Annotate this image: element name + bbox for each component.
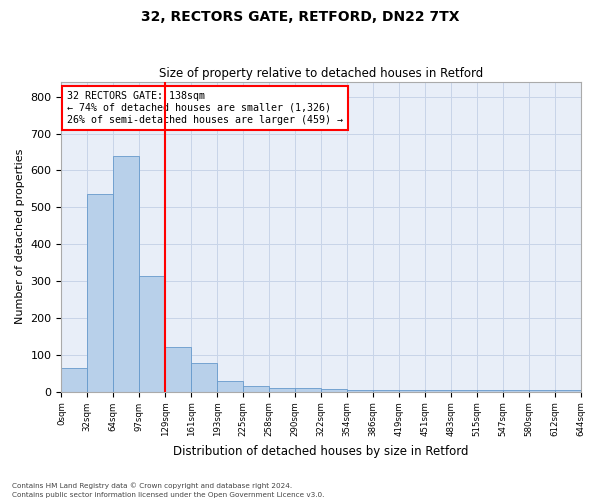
Bar (165, 348, 191, 392)
Bar (347, 390, 373, 392)
Bar (139, 276, 165, 392)
Bar (269, 388, 295, 392)
Text: 32 RECTORS GATE: 138sqm
← 74% of detached houses are smaller (1,326)
26% of semi: 32 RECTORS GATE: 138sqm ← 74% of detache… (67, 92, 343, 124)
Text: Contains public sector information licensed under the Open Government Licence v3: Contains public sector information licen… (12, 492, 325, 498)
Bar (399, 390, 425, 392)
Bar (529, 390, 554, 392)
Title: Size of property relative to detached houses in Retford: Size of property relative to detached ho… (159, 66, 483, 80)
Bar (243, 386, 269, 392)
Bar (295, 388, 321, 392)
Bar (61, 368, 88, 392)
Bar (554, 390, 581, 392)
Y-axis label: Number of detached properties: Number of detached properties (15, 149, 25, 324)
Bar (503, 390, 529, 392)
Bar (191, 363, 217, 392)
Bar (476, 390, 503, 392)
Bar (451, 390, 476, 392)
Text: 32, RECTORS GATE, RETFORD, DN22 7TX: 32, RECTORS GATE, RETFORD, DN22 7TX (141, 10, 459, 24)
Bar (88, 194, 113, 392)
Bar (373, 390, 399, 392)
Text: Contains HM Land Registry data © Crown copyright and database right 2024.: Contains HM Land Registry data © Crown c… (12, 482, 292, 489)
Bar (425, 390, 451, 392)
Bar (113, 156, 139, 392)
Bar (321, 388, 347, 392)
Bar (217, 382, 243, 392)
X-axis label: Distribution of detached houses by size in Retford: Distribution of detached houses by size … (173, 444, 469, 458)
